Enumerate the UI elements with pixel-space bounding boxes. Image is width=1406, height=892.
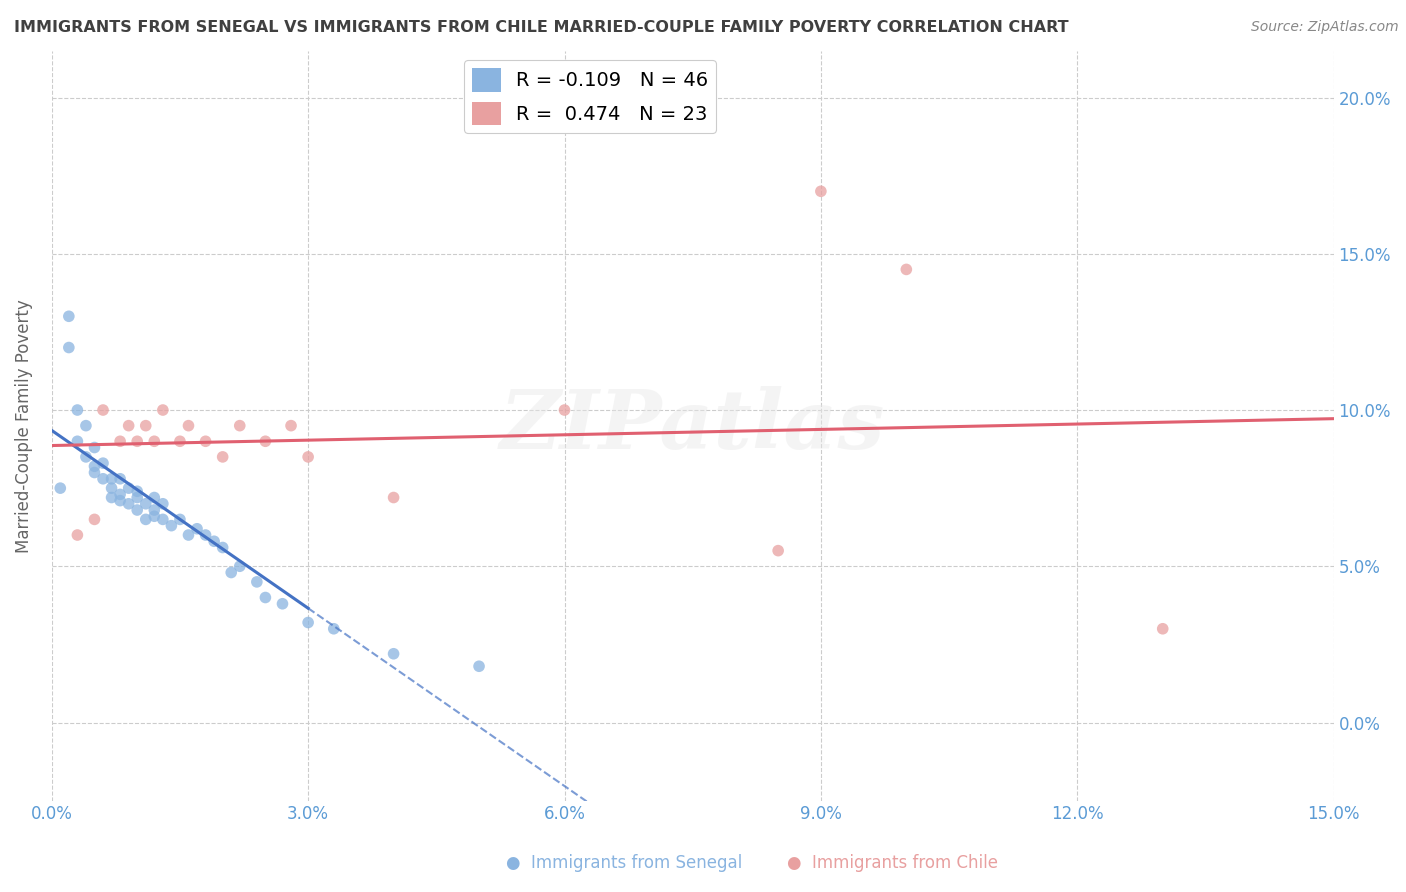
Point xyxy=(58,310,80,324)
Point xyxy=(83,512,105,526)
Point xyxy=(152,403,174,417)
Point xyxy=(108,472,131,486)
Point xyxy=(91,403,114,417)
Point xyxy=(177,418,200,433)
Point xyxy=(1152,622,1174,636)
Point xyxy=(135,418,157,433)
Point xyxy=(382,647,405,661)
Point xyxy=(118,481,141,495)
Point xyxy=(100,491,122,505)
Point xyxy=(127,503,149,517)
Point xyxy=(135,512,157,526)
Point xyxy=(75,450,97,464)
Point xyxy=(100,472,122,486)
Text: Source: ZipAtlas.com: Source: ZipAtlas.com xyxy=(1251,20,1399,34)
Point xyxy=(211,541,233,555)
Point xyxy=(66,403,89,417)
Point xyxy=(152,512,174,526)
Point xyxy=(322,622,344,636)
Point xyxy=(186,522,208,536)
Point xyxy=(169,434,191,449)
Point xyxy=(229,559,252,574)
Point xyxy=(49,481,72,495)
Point xyxy=(91,456,114,470)
Point xyxy=(194,434,217,449)
Point xyxy=(280,418,302,433)
Point xyxy=(143,491,166,505)
Point xyxy=(211,450,233,464)
Point xyxy=(118,497,141,511)
Point xyxy=(108,434,131,449)
Point xyxy=(91,472,114,486)
Point xyxy=(83,441,105,455)
Point xyxy=(83,459,105,474)
Point xyxy=(108,487,131,501)
Point xyxy=(100,481,122,495)
Point xyxy=(127,434,149,449)
Point xyxy=(108,493,131,508)
Legend: R = -0.109   N = 46, R =  0.474   N = 23: R = -0.109 N = 46, R = 0.474 N = 23 xyxy=(464,61,716,133)
Y-axis label: Married-Couple Family Poverty: Married-Couple Family Poverty xyxy=(15,299,32,552)
Point xyxy=(177,528,200,542)
Point xyxy=(254,434,277,449)
Point xyxy=(160,518,183,533)
Point xyxy=(75,418,97,433)
Point xyxy=(896,262,918,277)
Point xyxy=(58,341,80,355)
Point xyxy=(143,434,166,449)
Point xyxy=(66,434,89,449)
Point xyxy=(297,615,319,630)
Point xyxy=(127,491,149,505)
Point xyxy=(169,512,191,526)
Point xyxy=(66,528,89,542)
Text: IMMIGRANTS FROM SENEGAL VS IMMIGRANTS FROM CHILE MARRIED-COUPLE FAMILY POVERTY C: IMMIGRANTS FROM SENEGAL VS IMMIGRANTS FR… xyxy=(14,20,1069,35)
Point xyxy=(143,503,166,517)
Point xyxy=(127,484,149,499)
Point xyxy=(254,591,277,605)
Text: ●  Immigrants from Senegal: ● Immigrants from Senegal xyxy=(506,855,742,872)
Point xyxy=(246,574,269,589)
Point xyxy=(118,418,141,433)
Point xyxy=(194,528,217,542)
Point xyxy=(202,534,225,549)
Point xyxy=(553,403,575,417)
Point xyxy=(219,566,242,580)
Point xyxy=(382,491,405,505)
Point xyxy=(152,497,174,511)
Point xyxy=(229,418,252,433)
Point xyxy=(766,543,789,558)
Point xyxy=(135,497,157,511)
Text: ●  Immigrants from Chile: ● Immigrants from Chile xyxy=(787,855,998,872)
Point xyxy=(271,597,294,611)
Point xyxy=(810,184,832,198)
Text: ZIPatlas: ZIPatlas xyxy=(501,385,886,466)
Point xyxy=(297,450,319,464)
Point xyxy=(143,509,166,524)
Point xyxy=(468,659,491,673)
Point xyxy=(83,466,105,480)
